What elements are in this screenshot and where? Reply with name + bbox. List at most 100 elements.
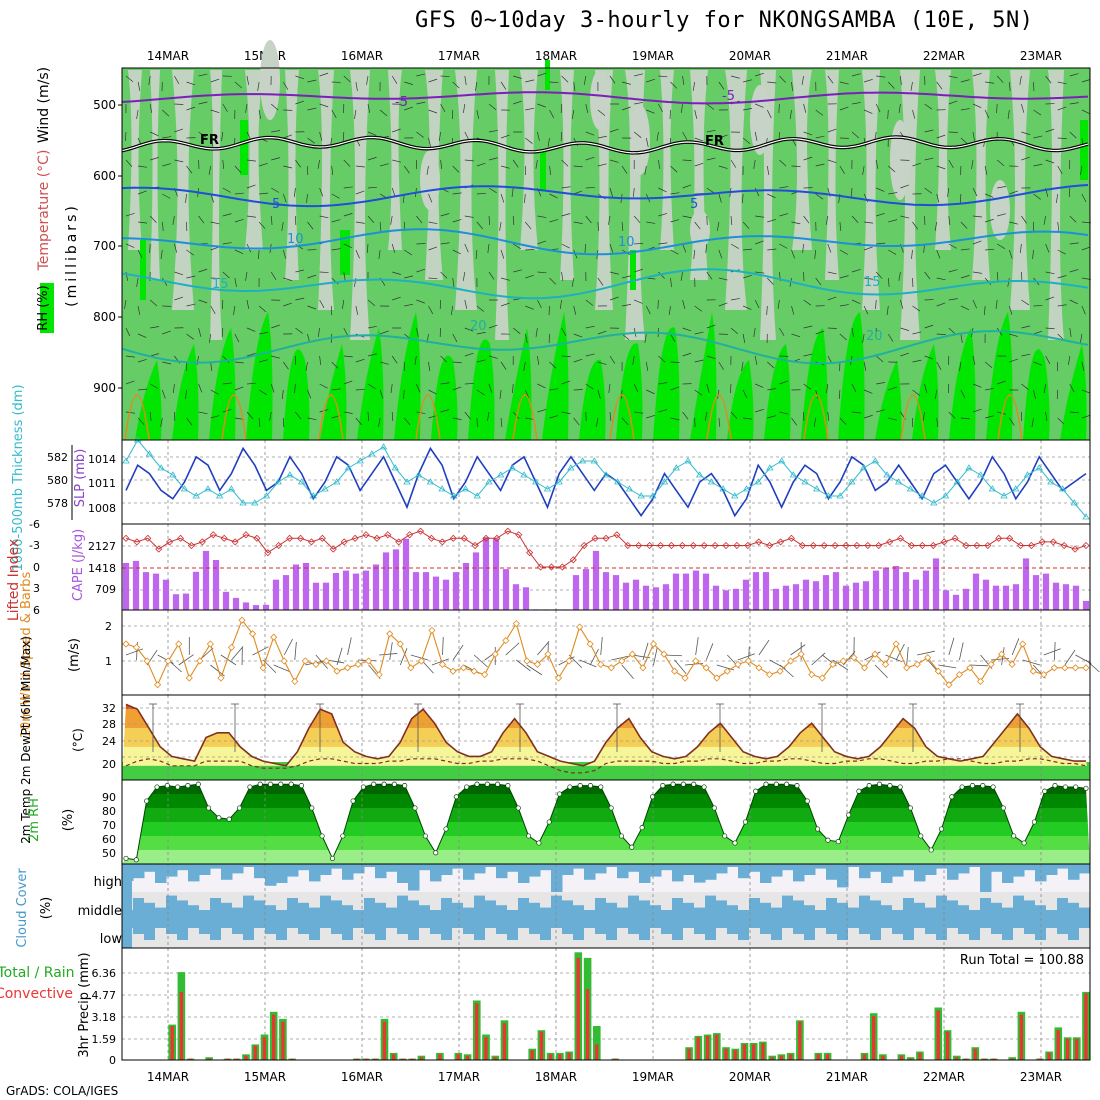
rh-moist-region bbox=[727, 360, 754, 440]
wind10-barb bbox=[1053, 641, 1056, 661]
rh2m-point bbox=[876, 781, 883, 787]
wind10-point bbox=[291, 677, 299, 685]
rh2m-point bbox=[1073, 784, 1079, 790]
cape-bar bbox=[932, 558, 940, 610]
thickness-point bbox=[543, 485, 552, 492]
rh-dry-region bbox=[590, 70, 610, 130]
wind10-point bbox=[396, 640, 404, 648]
wind10-point bbox=[955, 671, 963, 679]
precip-convective-bar bbox=[752, 1044, 756, 1060]
thickness-point bbox=[953, 478, 961, 485]
slp-tick-label: 1014 bbox=[88, 453, 116, 466]
rh-moist-region bbox=[579, 359, 606, 440]
thickness-point bbox=[766, 464, 774, 471]
rh2m-point bbox=[206, 805, 212, 811]
rh2m-point bbox=[267, 781, 274, 787]
wind10-barb bbox=[758, 639, 770, 656]
wind10-barb bbox=[1022, 659, 1041, 666]
date-label-top-9: 23MAR bbox=[1020, 49, 1062, 63]
lifted-index-point bbox=[220, 534, 228, 542]
rh2m-point bbox=[371, 781, 377, 787]
lifted-index-point bbox=[198, 538, 206, 546]
precip-convective-bar bbox=[733, 1050, 737, 1060]
lifted-index-point bbox=[907, 541, 916, 550]
axis-label-temp2m-units: (°C) bbox=[71, 728, 85, 752]
rh2m-point bbox=[587, 783, 594, 789]
precip-convective-bar bbox=[382, 1021, 387, 1060]
rh2m-point bbox=[680, 781, 686, 787]
precip-convective-bar bbox=[558, 1054, 562, 1060]
wind10-barb bbox=[600, 637, 603, 656]
lifted-index-point bbox=[831, 541, 839, 550]
rh-dry-region bbox=[750, 85, 770, 155]
wind10-point bbox=[850, 654, 858, 662]
rh2m-point bbox=[185, 783, 191, 789]
wind10-point bbox=[787, 657, 795, 665]
wind10-point bbox=[154, 681, 162, 689]
rh-moist-region bbox=[240, 120, 248, 175]
precip-convective-bar bbox=[1056, 1030, 1060, 1060]
cape-bar bbox=[322, 582, 330, 610]
rh2m-point bbox=[381, 781, 387, 787]
lifted-index-point bbox=[482, 534, 490, 542]
wind10-barb bbox=[526, 664, 543, 676]
rh2m-point bbox=[536, 840, 542, 846]
rh2m-point bbox=[577, 783, 583, 789]
precip-convective-bar bbox=[585, 989, 590, 1060]
cape-bar bbox=[302, 563, 310, 610]
temp-tick-label: 24 bbox=[102, 735, 116, 748]
rh-dry-region bbox=[520, 70, 538, 250]
lifted-index-tick-label: -6 bbox=[29, 518, 40, 531]
thickness-point bbox=[894, 478, 903, 485]
lifted-index-point bbox=[471, 541, 479, 550]
cape-bar bbox=[1032, 575, 1040, 610]
precip-convective-bar bbox=[567, 1052, 571, 1060]
temp-grid bbox=[167, 695, 1042, 780]
thickness-point bbox=[906, 485, 915, 492]
date-label-bottom-3: 17MAR bbox=[438, 1070, 480, 1084]
cape-bar bbox=[1022, 558, 1030, 610]
wind10-point bbox=[523, 657, 531, 665]
wind10-point bbox=[607, 664, 615, 672]
rh2m-point bbox=[763, 781, 769, 787]
precip-convective-bar bbox=[475, 1003, 479, 1060]
lifted-index-point bbox=[820, 541, 828, 550]
lifted-index-point bbox=[624, 541, 632, 550]
isotherm-20 bbox=[121, 330, 1089, 365]
wind10-point bbox=[512, 620, 520, 628]
rh-dry-region bbox=[150, 70, 160, 280]
thickness-tick-label: 582 bbox=[47, 451, 68, 464]
wind10-point bbox=[407, 664, 415, 672]
cape-bar bbox=[272, 579, 280, 610]
cape-bar bbox=[922, 570, 930, 610]
lifted-index-point bbox=[558, 563, 566, 571]
wind10-barb bbox=[294, 642, 297, 661]
axis-label-precip: 3hr Precip (mm) bbox=[77, 952, 92, 1057]
wind10-point bbox=[755, 664, 763, 672]
cape-bar bbox=[752, 572, 760, 610]
rh-dry-region bbox=[972, 70, 990, 280]
rh-dry-region bbox=[630, 105, 650, 175]
precip-convective-bar bbox=[355, 1058, 359, 1060]
lifted-index-point bbox=[362, 531, 370, 539]
rh-tick-label: 90 bbox=[102, 791, 116, 804]
thickness-point bbox=[859, 464, 868, 471]
lifted-index-point bbox=[460, 534, 468, 542]
date-label-top-7: 21MAR bbox=[826, 49, 868, 63]
chart-title: GFS 0~10day 3-hourly for NKONGSAMBA (10E… bbox=[415, 8, 1034, 33]
lifted-index-point bbox=[1082, 541, 1090, 550]
rh2m-point bbox=[1031, 819, 1037, 825]
thickness-point bbox=[590, 457, 598, 464]
rh-dry-region bbox=[495, 70, 509, 340]
cape-bar bbox=[582, 569, 590, 610]
rh-moist-region bbox=[135, 360, 162, 440]
lifted-index-point bbox=[155, 545, 163, 553]
wind10-point bbox=[881, 660, 890, 668]
cape-bar bbox=[1042, 573, 1050, 610]
precip-convective-bar bbox=[595, 1044, 599, 1060]
rh-moist-region bbox=[540, 150, 546, 190]
isotherm-warm bbox=[997, 394, 1023, 441]
rh2m-point bbox=[298, 783, 305, 789]
thickness-point bbox=[473, 492, 481, 499]
rh2m-point bbox=[815, 826, 821, 832]
